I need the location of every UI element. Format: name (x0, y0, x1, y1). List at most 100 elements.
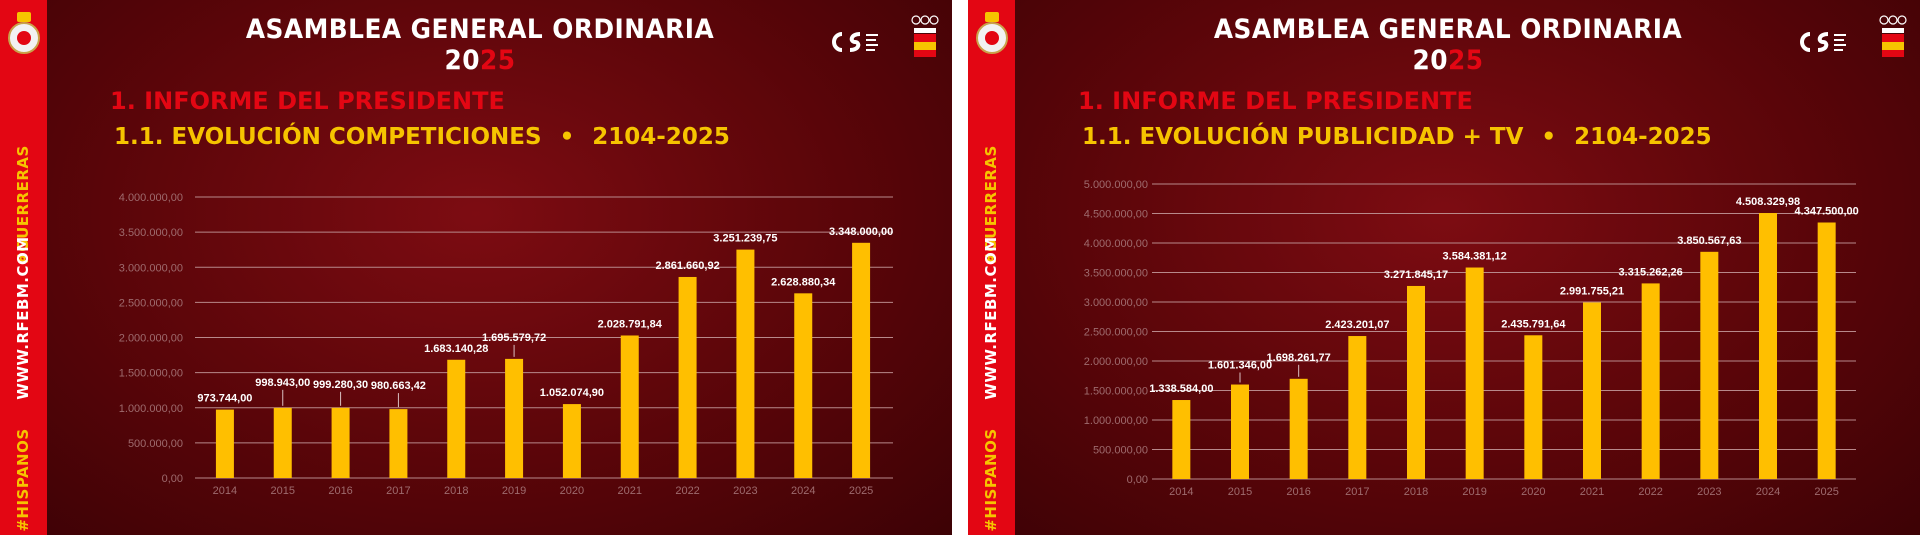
title-year-suffix: 25 (480, 45, 516, 76)
data-label: 3.271.845,17 (1384, 269, 1448, 281)
x-tick-label: 2025 (1814, 486, 1838, 498)
bar (1172, 400, 1191, 479)
rfebm-crest-icon (976, 12, 1008, 54)
x-tick-label: 2019 (1462, 486, 1486, 498)
x-tick-label: 2014 (1169, 486, 1193, 498)
data-label: 1.601.346,00 (1208, 360, 1272, 372)
data-label: 2.435.791,64 (1501, 318, 1566, 330)
bar (794, 293, 813, 478)
bar-chart-publicidad-tv: 0,00 500.000,00 1.000.000,00 1.500.000,00 2.… (1084, 179, 1859, 498)
section-heading: 1. INFORME DEL PRESIDENTE (110, 87, 505, 115)
y-tick-label: 3.000.000,00 (119, 262, 183, 274)
slide-publicidad-tv: #GUERRERAS WWW.RFEBM.COM #HISPANOS ASAMB… (968, 0, 1920, 535)
x-tick-label: 2014 (213, 485, 237, 497)
y-tick-label: 0,00 (1127, 474, 1148, 486)
data-label: 2.991.755,21 (1560, 285, 1624, 297)
x-tick-label: 2024 (791, 485, 815, 497)
y-tick-label: 1.000.000,00 (1084, 415, 1148, 427)
csd-logo-icon (1800, 32, 1846, 52)
bar (1583, 302, 1601, 479)
data-label: 2.423.201,07 (1325, 319, 1389, 331)
bar (620, 335, 639, 478)
x-tick-label: 2023 (1697, 486, 1721, 498)
x-tick-label: 2018 (1404, 486, 1428, 498)
bar (852, 242, 871, 478)
data-label: 1.683.140,28 (424, 343, 488, 355)
bar (1231, 384, 1249, 479)
bar (1407, 285, 1425, 479)
rfebm-crest-icon (8, 12, 40, 54)
bar (736, 249, 755, 478)
bar (1817, 222, 1836, 479)
y-tick-label: 2.000.000,00 (119, 333, 183, 345)
data-label: 3.348.000,00 (829, 226, 893, 238)
subsection-heading: 1.1. EVOLUCIÓN PUBLICIDAD + TV • 2104-2025 (1082, 124, 1712, 150)
data-label: 1.338.584,00 (1149, 383, 1213, 395)
data-label: 3.251.239,75 (713, 233, 777, 245)
heading-separator: • (1541, 124, 1557, 150)
subsection-heading: 1.1. EVOLUCIÓN COMPETICIONES • 2104-2025 (114, 124, 730, 150)
x-tick-label: 2016 (1286, 486, 1310, 498)
data-label: 980.663,42 (371, 380, 426, 392)
y-tick-label: 1.500.000,00 (1084, 386, 1148, 398)
x-tick-label: 2015 (1228, 486, 1252, 498)
bar (1641, 283, 1660, 479)
bar (1524, 335, 1543, 479)
data-label: 973.744,00 (197, 393, 252, 405)
y-tick-label: 0,00 (162, 473, 183, 485)
section-heading: 1. INFORME DEL PRESIDENTE (1078, 87, 1473, 115)
subsection-title: 1.1. EVOLUCIÓN PUBLICIDAD + TV (1082, 124, 1524, 150)
slide-title: ASAMBLEA GENERAL ORDINARIA 2025 (222, 14, 737, 76)
bar (1759, 213, 1777, 479)
x-tick-label: 2016 (328, 485, 352, 497)
data-label: 4.347.500,00 (1795, 205, 1859, 217)
data-label: 1.698.261,77 (1267, 352, 1331, 364)
bar (1289, 378, 1308, 479)
data-label: 999.280,30 (313, 379, 368, 391)
data-label: 2.628.880,34 (771, 276, 836, 288)
x-tick-label: 2018 (444, 485, 468, 497)
bar (215, 409, 234, 478)
y-tick-label: 2.500.000,00 (1084, 327, 1148, 339)
x-tick-label: 2023 (733, 485, 757, 497)
side-stripe: #GUERRERAS WWW.RFEBM.COM #HISPANOS (968, 0, 1015, 535)
data-label: 998.943,00 (255, 377, 310, 389)
x-tick-label: 2021 (618, 485, 642, 497)
y-tick-label: 2.500.000,00 (119, 297, 183, 309)
x-tick-label: 2025 (849, 485, 873, 497)
x-tick-label: 2024 (1756, 486, 1780, 498)
bar (678, 276, 697, 478)
slide-title: ASAMBLEA GENERAL ORDINARIA 2025 (1190, 14, 1705, 76)
bar (331, 407, 350, 478)
title-year-suffix: 25 (1448, 45, 1484, 76)
y-tick-label: 1.000.000,00 (119, 403, 183, 415)
side-stripe: #GUERRERAS WWW.RFEBM.COM #HISPANOS (0, 0, 47, 535)
heading-separator: • (559, 124, 575, 150)
espana-olympic-logo-icon (1879, 15, 1907, 57)
y-tick-label: 3.000.000,00 (1084, 297, 1148, 309)
x-tick-label: 2015 (271, 485, 295, 497)
x-tick-label: 2020 (560, 485, 584, 497)
y-tick-label: 5.000.000,00 (1084, 179, 1148, 191)
x-tick-label: 2020 (1521, 486, 1545, 498)
y-tick-label: 1.500.000,00 (119, 368, 183, 380)
data-label: 2.861.660,92 (655, 260, 719, 272)
y-tick-label: 3.500.000,00 (1084, 268, 1148, 280)
y-tick-label: 3.500.000,00 (119, 227, 183, 239)
bar (505, 358, 524, 478)
title-main: ASAMBLEA GENERAL ORDINARIA 20 (245, 14, 715, 76)
csd-logo-icon (832, 32, 878, 52)
data-label: 3.584.381,12 (1443, 251, 1507, 263)
subsection-title: 1.1. EVOLUCIÓN COMPETICIONES (114, 124, 542, 150)
x-tick-label: 2022 (675, 485, 699, 497)
espana-olympic-logo-icon (911, 15, 939, 57)
y-tick-label: 4.500.000,00 (1084, 209, 1148, 221)
bar (273, 407, 292, 478)
data-label: 3.850.567,63 (1677, 235, 1741, 247)
bar (447, 359, 466, 478)
bar-chart-competiciones: 0,00 500.000,00 1.000.000,00 1.500.000,00 2.… (119, 192, 893, 497)
slide-competiciones: #GUERRERAS WWW.RFEBM.COM #HISPANOS ASAMB… (0, 0, 952, 535)
data-label: 1.052.074,90 (540, 387, 604, 399)
y-tick-label: 4.000.000,00 (1084, 238, 1148, 250)
x-tick-label: 2021 (1580, 486, 1604, 498)
